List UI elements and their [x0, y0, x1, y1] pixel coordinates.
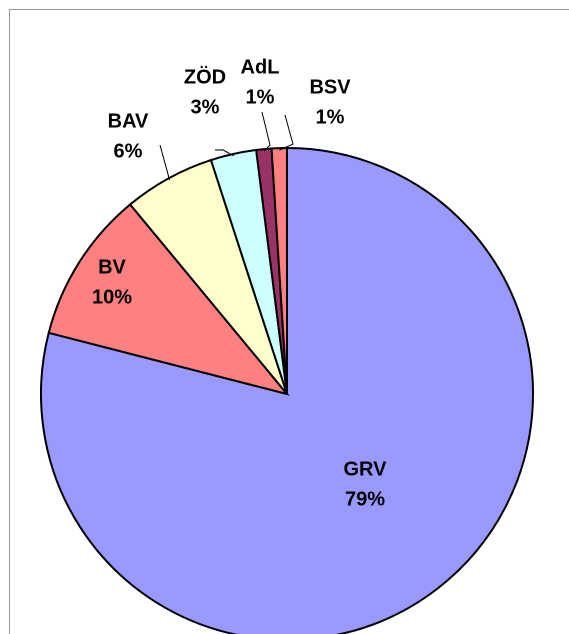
frame	[9, 9, 569, 634]
pie-slice	[47, 203, 290, 396]
slice-value-label: 1%	[246, 86, 275, 108]
slice-name: BAV	[108, 110, 149, 132]
slice-name: AdL	[241, 56, 280, 78]
slice-value-label: 1%	[316, 106, 345, 128]
pie-slice	[270, 146, 288, 395]
leader-line	[214, 149, 235, 157]
slice-value-label: 3%	[191, 96, 220, 118]
pie-slice	[40, 146, 534, 634]
slice-name: ZÖD	[184, 65, 226, 88]
leader-line	[261, 111, 271, 152]
leader-line	[159, 144, 170, 181]
slice-value-label: 6%	[114, 140, 143, 162]
slice-name: GRV	[344, 458, 388, 480]
slice-name: BV	[98, 256, 126, 278]
leader-line	[279, 114, 294, 151]
slice-value-label: 79%	[345, 488, 385, 510]
slice-name: BSV	[309, 76, 351, 98]
slice-value-label: 10%	[92, 286, 132, 308]
